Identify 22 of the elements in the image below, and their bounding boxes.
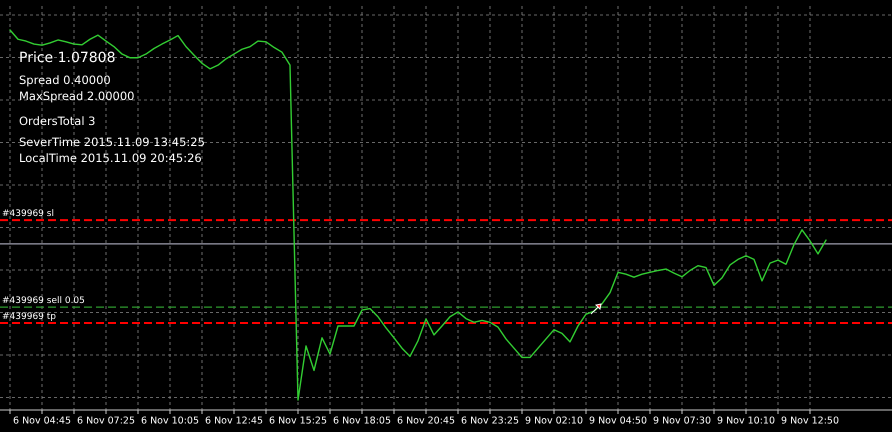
- x-tick-label: 9 Nov 10:10: [716, 416, 776, 427]
- x-tick-label: 6 Nov 20:45: [396, 416, 456, 427]
- x-tick-label: 9 Nov 04:50: [588, 416, 648, 427]
- annotation: LocalTime 2015.11.09 20:45:26: [19, 151, 202, 165]
- ref-line-label: #439969 sell 0.05: [2, 296, 85, 306]
- x-tick-label: 6 Nov 23:25: [460, 416, 520, 427]
- x-tick-label: 6 Nov 10:05: [140, 416, 200, 427]
- x-tick-label: 6 Nov 18:05: [332, 416, 392, 427]
- x-tick-label: 6 Nov 04:45: [12, 416, 72, 427]
- annotation: MaxSpread 2.00000: [19, 89, 134, 103]
- annotation: Spread 0.40000: [19, 73, 111, 87]
- x-tick-label: 9 Nov 07:30: [652, 416, 712, 427]
- ref-line-label: #439969 sl: [2, 209, 54, 220]
- x-tick-label: 6 Nov 07:25: [76, 416, 136, 427]
- x-tick-label: 9 Nov 12:50: [780, 416, 840, 427]
- ref-line-label: #439969 tp: [2, 312, 56, 322]
- x-tick-label: 9 Nov 02:10: [524, 416, 584, 427]
- x-tick-label: 6 Nov 15:25: [268, 416, 328, 427]
- x-tick-label: 6 Nov 12:45: [204, 416, 264, 427]
- annotation: OrdersTotal 3: [19, 114, 96, 128]
- annotation: Price 1.07808: [19, 50, 116, 66]
- annotation: SeverTime 2015.11.09 13:45:25: [19, 135, 205, 149]
